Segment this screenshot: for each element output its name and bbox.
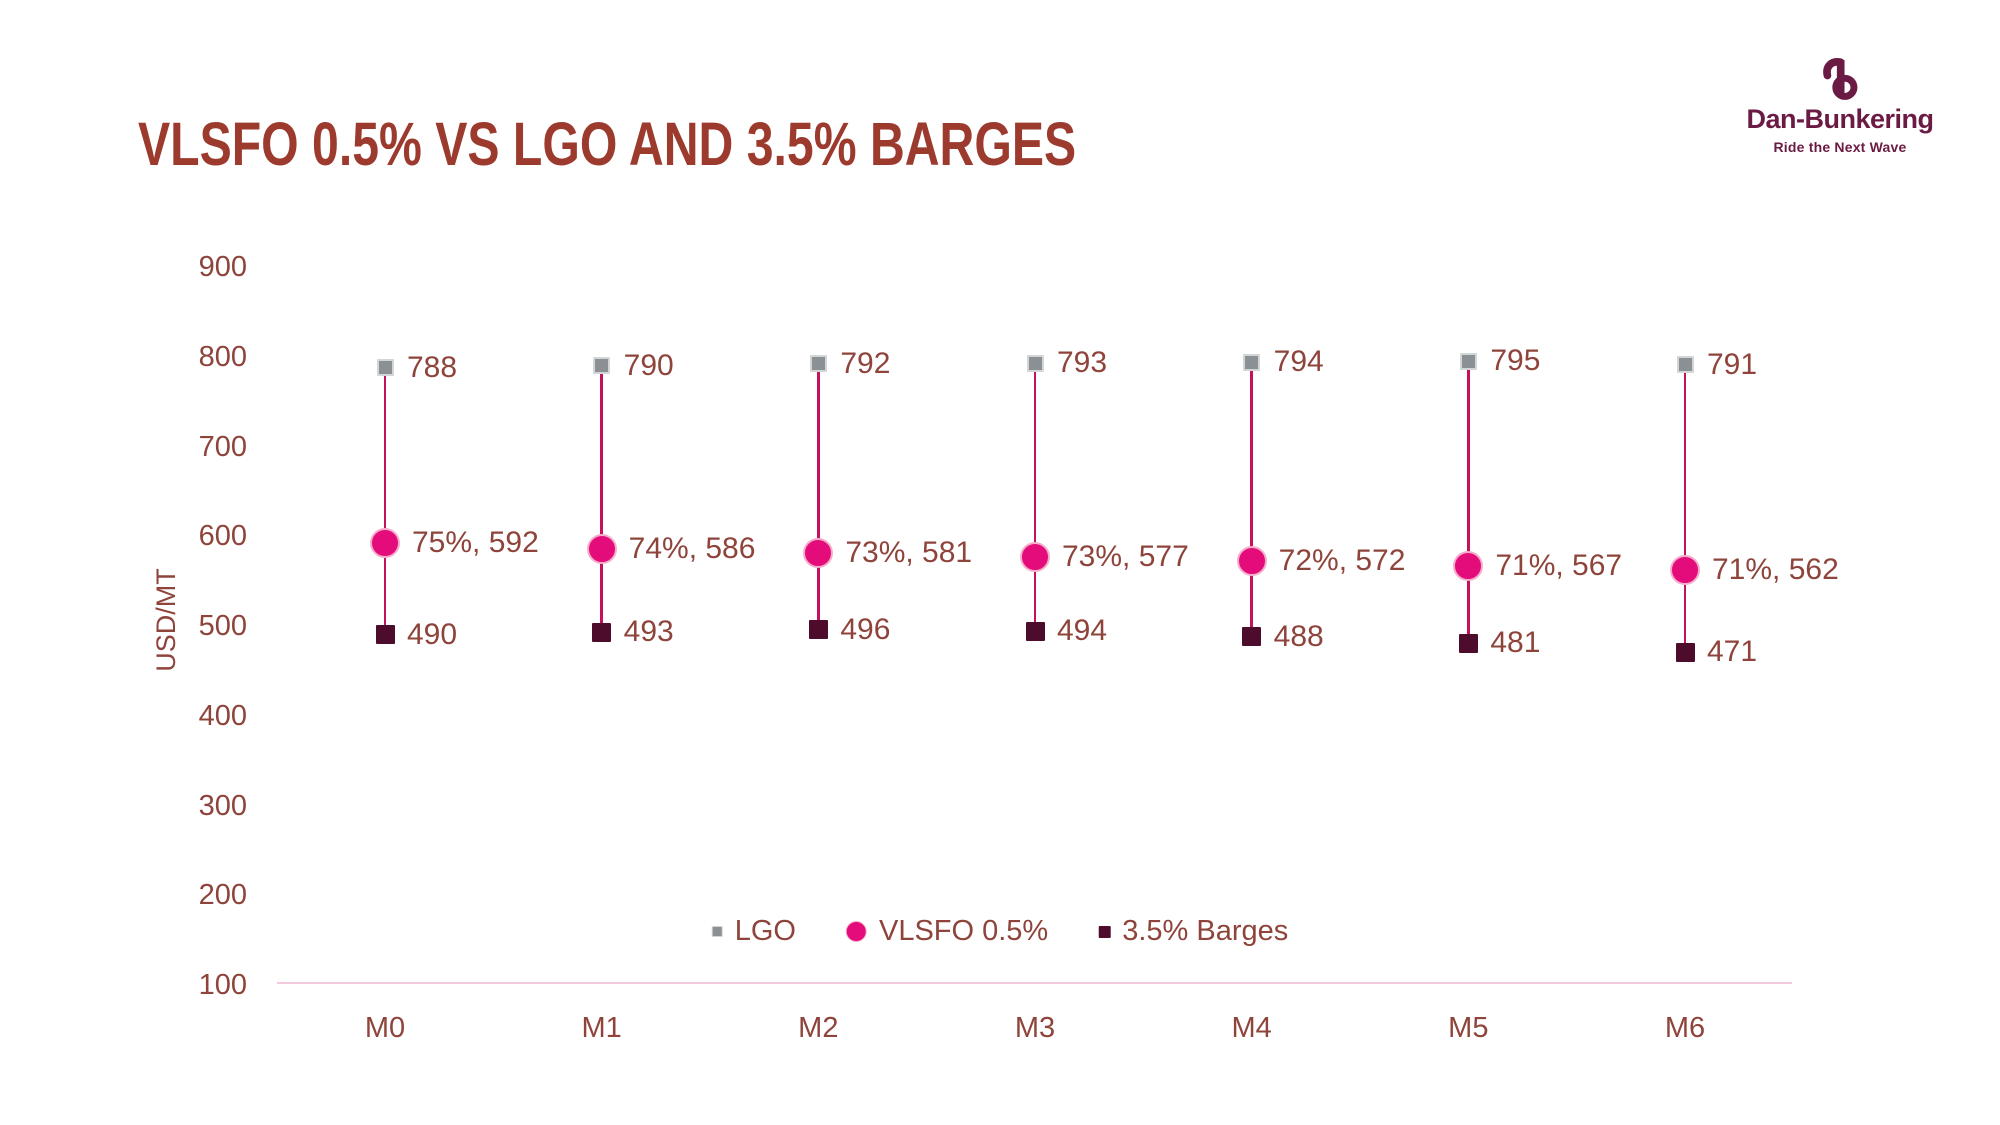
3-5-barges-marker-m6 (1675, 642, 1695, 662)
vlsfo-0-5-marker-m3 (1020, 541, 1050, 572)
hilo-line-m5 (1467, 361, 1470, 644)
3-5-barges-marker-m5 (1458, 633, 1478, 653)
vlsfo-0-5-label-m5: 71%, 567 (1495, 548, 1623, 582)
lgo-label-m4: 794 (1273, 345, 1324, 379)
x-axis-label-m4: M4 (1231, 1012, 1272, 1044)
y-axis-tick-label: 200 (198, 879, 247, 912)
legend-label-3-5-barges: 3.5% Barges (1122, 915, 1289, 947)
3-5-barges-marker-m4 (1242, 627, 1262, 647)
y-axis-tick-label: 400 (198, 699, 247, 732)
lgo-marker-m4 (1243, 353, 1261, 371)
anchor-b-logo-icon (1823, 58, 1858, 100)
y-axis-tick-label: 500 (198, 610, 247, 642)
legend-label-vlsfo-0-5: VLSFO 0.5% (878, 915, 1049, 947)
lgo-label-m0: 788 (407, 350, 458, 384)
x-axis-label-m2: M2 (798, 1012, 839, 1044)
y-axis-tick-label: 600 (198, 520, 247, 553)
3-5-barges-marker-m0 (375, 625, 395, 645)
vlsfo-0-5-marker-m2 (803, 538, 834, 569)
x-axis-line (277, 982, 1792, 984)
lgo-marker-m1 (593, 357, 611, 375)
vlsfo-0-5-label-m0: 75%, 592 (412, 526, 539, 560)
legend-square-icon-lgo (711, 926, 723, 937)
3-5-barges-marker-m3 (1025, 621, 1045, 641)
dan-bunkering-logo: Dan-Bunkering Ride the Next Wave (1720, 56, 1960, 155)
y-axis-tick-label: 700 (198, 430, 247, 463)
y-axis-tick-label: 300 (198, 789, 247, 822)
3-5-barges-marker-m2 (808, 620, 828, 640)
legend-circle-icon-vlsfo-0-5 (845, 921, 867, 942)
logo-tagline: Ride the Next Wave (1773, 139, 1907, 155)
lgo-label-m3: 793 (1057, 346, 1108, 380)
3-5-barges-label-m6: 471 (1707, 635, 1758, 669)
chart-legend: LGO VLSFO 0.5% 3.5% Barges (711, 915, 1288, 948)
y-axis-tick-label: 900 (198, 251, 247, 283)
chart-title: VLSFO 0.5% VS LGO AND 3.5% BARGES (138, 110, 1077, 178)
x-axis-label-m5: M5 (1448, 1012, 1489, 1044)
lgo-label-m1: 790 (623, 348, 674, 382)
vlsfo-0-5-label-m6: 71%, 562 (1712, 553, 1839, 587)
vlsfo-0-5-label-m3: 73%, 577 (1062, 539, 1189, 573)
hilo-line-m2 (817, 363, 820, 630)
3-5-barges-label-m1: 493 (623, 615, 674, 649)
lgo-marker-m0 (376, 359, 394, 377)
y-axis-tick-label: 800 (198, 340, 247, 373)
vlsfo-0-5-label-m2: 73%, 581 (845, 536, 973, 570)
vlsfo-0-5-label-m1: 74%, 586 (628, 531, 756, 565)
vlsfo-0-5-marker-m4 (1236, 546, 1267, 577)
x-axis-label-m1: M1 (581, 1012, 622, 1044)
3-5-barges-label-m2: 496 (840, 612, 891, 646)
3-5-barges-label-m0: 490 (407, 617, 458, 651)
lgo-marker-m2 (809, 355, 827, 373)
3-5-barges-label-m5: 481 (1490, 626, 1541, 660)
legend-item-lgo: LGO (711, 915, 796, 948)
lgo-marker-m5 (1459, 352, 1477, 370)
hilo-line-m1 (600, 365, 603, 633)
hilo-line-m0 (383, 367, 387, 635)
lgo-marker-m3 (1026, 354, 1044, 372)
y-axis-tick-label: 100 (198, 969, 247, 1001)
vlsfo-0-5-marker-m0 (370, 528, 400, 559)
hilo-line-m6 (1683, 364, 1687, 652)
vlsfo-0-5-marker-m6 (1670, 555, 1700, 586)
lgo-marker-m6 (1676, 356, 1694, 374)
vlsfo-0-5-marker-m5 (1453, 550, 1484, 581)
hilo-line-m4 (1250, 362, 1253, 637)
vlsfo-0-5-label-m4: 72%, 572 (1278, 544, 1406, 578)
legend-square-icon-3-5-barges (1098, 925, 1111, 938)
lgo-label-m2: 792 (840, 346, 891, 380)
legend-item-vlsfo-0-5: VLSFO 0.5% (845, 915, 1049, 948)
3-5-barges-label-m4: 488 (1273, 619, 1324, 653)
x-axis-label-m6: M6 (1664, 1012, 1706, 1044)
hilo-line-m3 (1033, 363, 1037, 632)
x-axis-label-m3: M3 (1014, 1012, 1056, 1044)
3-5-barges-marker-m1 (592, 622, 612, 642)
logo-name: Dan-Bunkering (1746, 104, 1934, 134)
legend-label-lgo: LGO (734, 915, 796, 947)
x-axis-label-m0: M0 (364, 1012, 406, 1044)
3-5-barges-label-m3: 494 (1057, 614, 1108, 648)
vlsfo-0-5-marker-m1 (586, 533, 617, 564)
lgo-label-m5: 795 (1490, 344, 1541, 378)
legend-item-3-5-barges: 3.5% Barges (1098, 915, 1288, 948)
lgo-label-m6: 791 (1707, 347, 1758, 381)
